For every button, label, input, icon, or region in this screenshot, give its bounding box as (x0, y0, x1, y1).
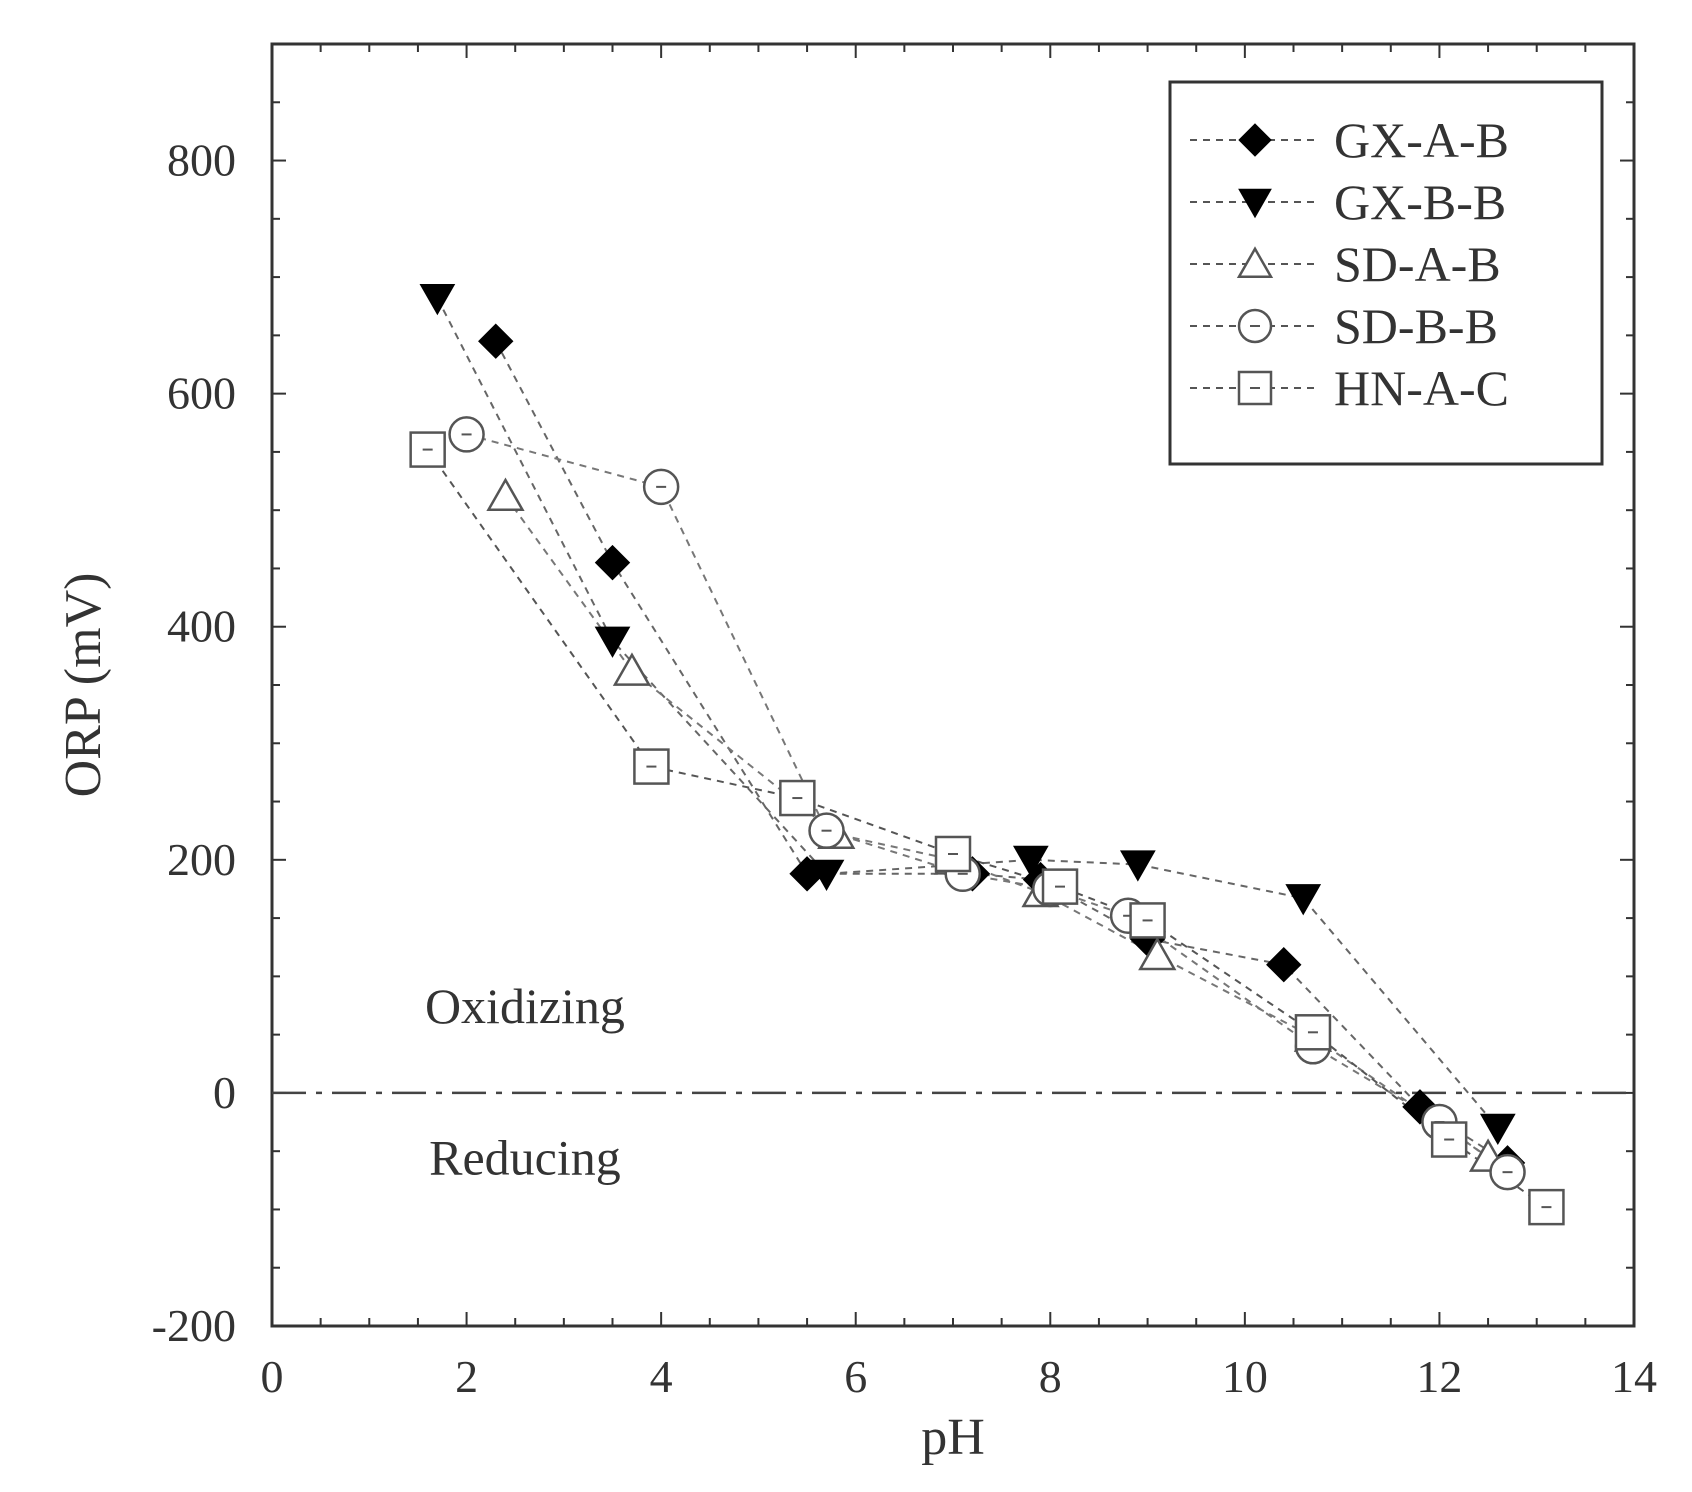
y-tick-label: 0 (213, 1067, 236, 1118)
data-point-gx-b-b (594, 626, 631, 658)
legend: GX-A-B GX-B-B SD-A-B SD-B-B HN-A-C (1168, 80, 1604, 466)
data-point-sd-b-b (642, 468, 680, 506)
data-point-gx-b-b (808, 859, 845, 891)
data-point-sd-a-b (612, 652, 652, 686)
x-tick-label: 10 (1222, 1351, 1268, 1402)
x-tick-label: 12 (1416, 1351, 1462, 1402)
annotation-reducing: Reducing (429, 1129, 621, 1185)
data-point-hn-a-c (1294, 1014, 1332, 1051)
legend-marker (1237, 370, 1273, 406)
data-point-gx-a-b (594, 544, 631, 581)
y-tick-label: -200 (152, 1300, 236, 1351)
y-tick-label: 200 (167, 834, 236, 885)
legend-entry-hn-a-c: HN-A-C (1190, 360, 1509, 416)
legend-label: GX-A-B (1334, 112, 1509, 168)
x-tick-label: 6 (844, 1351, 867, 1402)
x-tick-label: 8 (1039, 1351, 1062, 1402)
y-tick-label: 600 (167, 368, 236, 419)
x-axis-title: pH (921, 1409, 985, 1466)
legend-label: SD-B-B (1334, 298, 1498, 354)
data-point-hn-a-c (1430, 1121, 1468, 1158)
axis-ticks (271, 43, 1635, 1327)
legend-label: SD-A-B (1334, 236, 1501, 292)
x-tick-label: 2 (455, 1351, 478, 1402)
data-point-hn-a-c (633, 748, 670, 785)
y-axis-title: ORP (mV) (55, 573, 112, 798)
data-point-sd-a-b (1138, 936, 1177, 971)
data-point-gx-b-b (1285, 884, 1322, 916)
legend-marker (1236, 246, 1274, 279)
data-point-hn-a-c (1041, 868, 1079, 905)
data-point-gx-a-b (478, 323, 514, 359)
series-line-sd-b-b (466, 433, 1509, 1173)
marker-square (779, 779, 816, 817)
data-point-hn-a-c (1129, 902, 1166, 939)
y-tick-label: 800 (167, 135, 236, 186)
legend-marker (1238, 188, 1272, 219)
data-point-hn-a-c (409, 431, 446, 468)
data-point-sd-b-b (448, 416, 485, 453)
data-point-gx-b-b (1012, 845, 1049, 877)
data-point-gx-b-b (1119, 850, 1156, 882)
data-point-gx-b-b (1479, 1113, 1516, 1146)
y-tick-label: 400 (167, 601, 236, 652)
legend-entry-gx-b-b: GX-B-B (1190, 174, 1506, 230)
series-line-hn-a-c (426, 449, 1548, 1208)
data-point-gx-a-b (1266, 947, 1302, 983)
series-line-sd-a-b (504, 495, 1489, 1158)
tick-labels: 0 2 4 6 8 10 12 14 -200 0 200 400 600 800 (152, 135, 1657, 1402)
x-tick-label: 0 (261, 1351, 284, 1402)
legend-label: HN-A-C (1334, 360, 1509, 416)
legend-marker (1238, 123, 1272, 157)
legend-entry-sd-a-b: SD-A-B (1190, 236, 1501, 292)
marker-square (1294, 1014, 1332, 1051)
data-point-hn-a-c (1528, 1188, 1565, 1226)
legend-entry-gx-a-b: GX-A-B (1190, 112, 1509, 168)
legend-marker (1237, 308, 1273, 344)
legend-entry-sd-b-b: SD-B-B (1190, 298, 1498, 354)
data-point-sd-a-b (486, 477, 525, 512)
x-tick-label: 14 (1611, 1351, 1657, 1402)
data-point-sd-b-b (1489, 1153, 1526, 1191)
x-tick-label: 4 (650, 1351, 673, 1402)
series-markers (409, 283, 1565, 1226)
data-point-gx-b-b (419, 283, 456, 316)
data-point-hn-a-c (934, 835, 972, 873)
annotation-oxidizing: Oxidizing (425, 978, 625, 1034)
legend-label: GX-B-B (1334, 174, 1506, 230)
data-point-sd-b-b (808, 812, 845, 849)
data-point-hn-a-c (779, 779, 816, 817)
